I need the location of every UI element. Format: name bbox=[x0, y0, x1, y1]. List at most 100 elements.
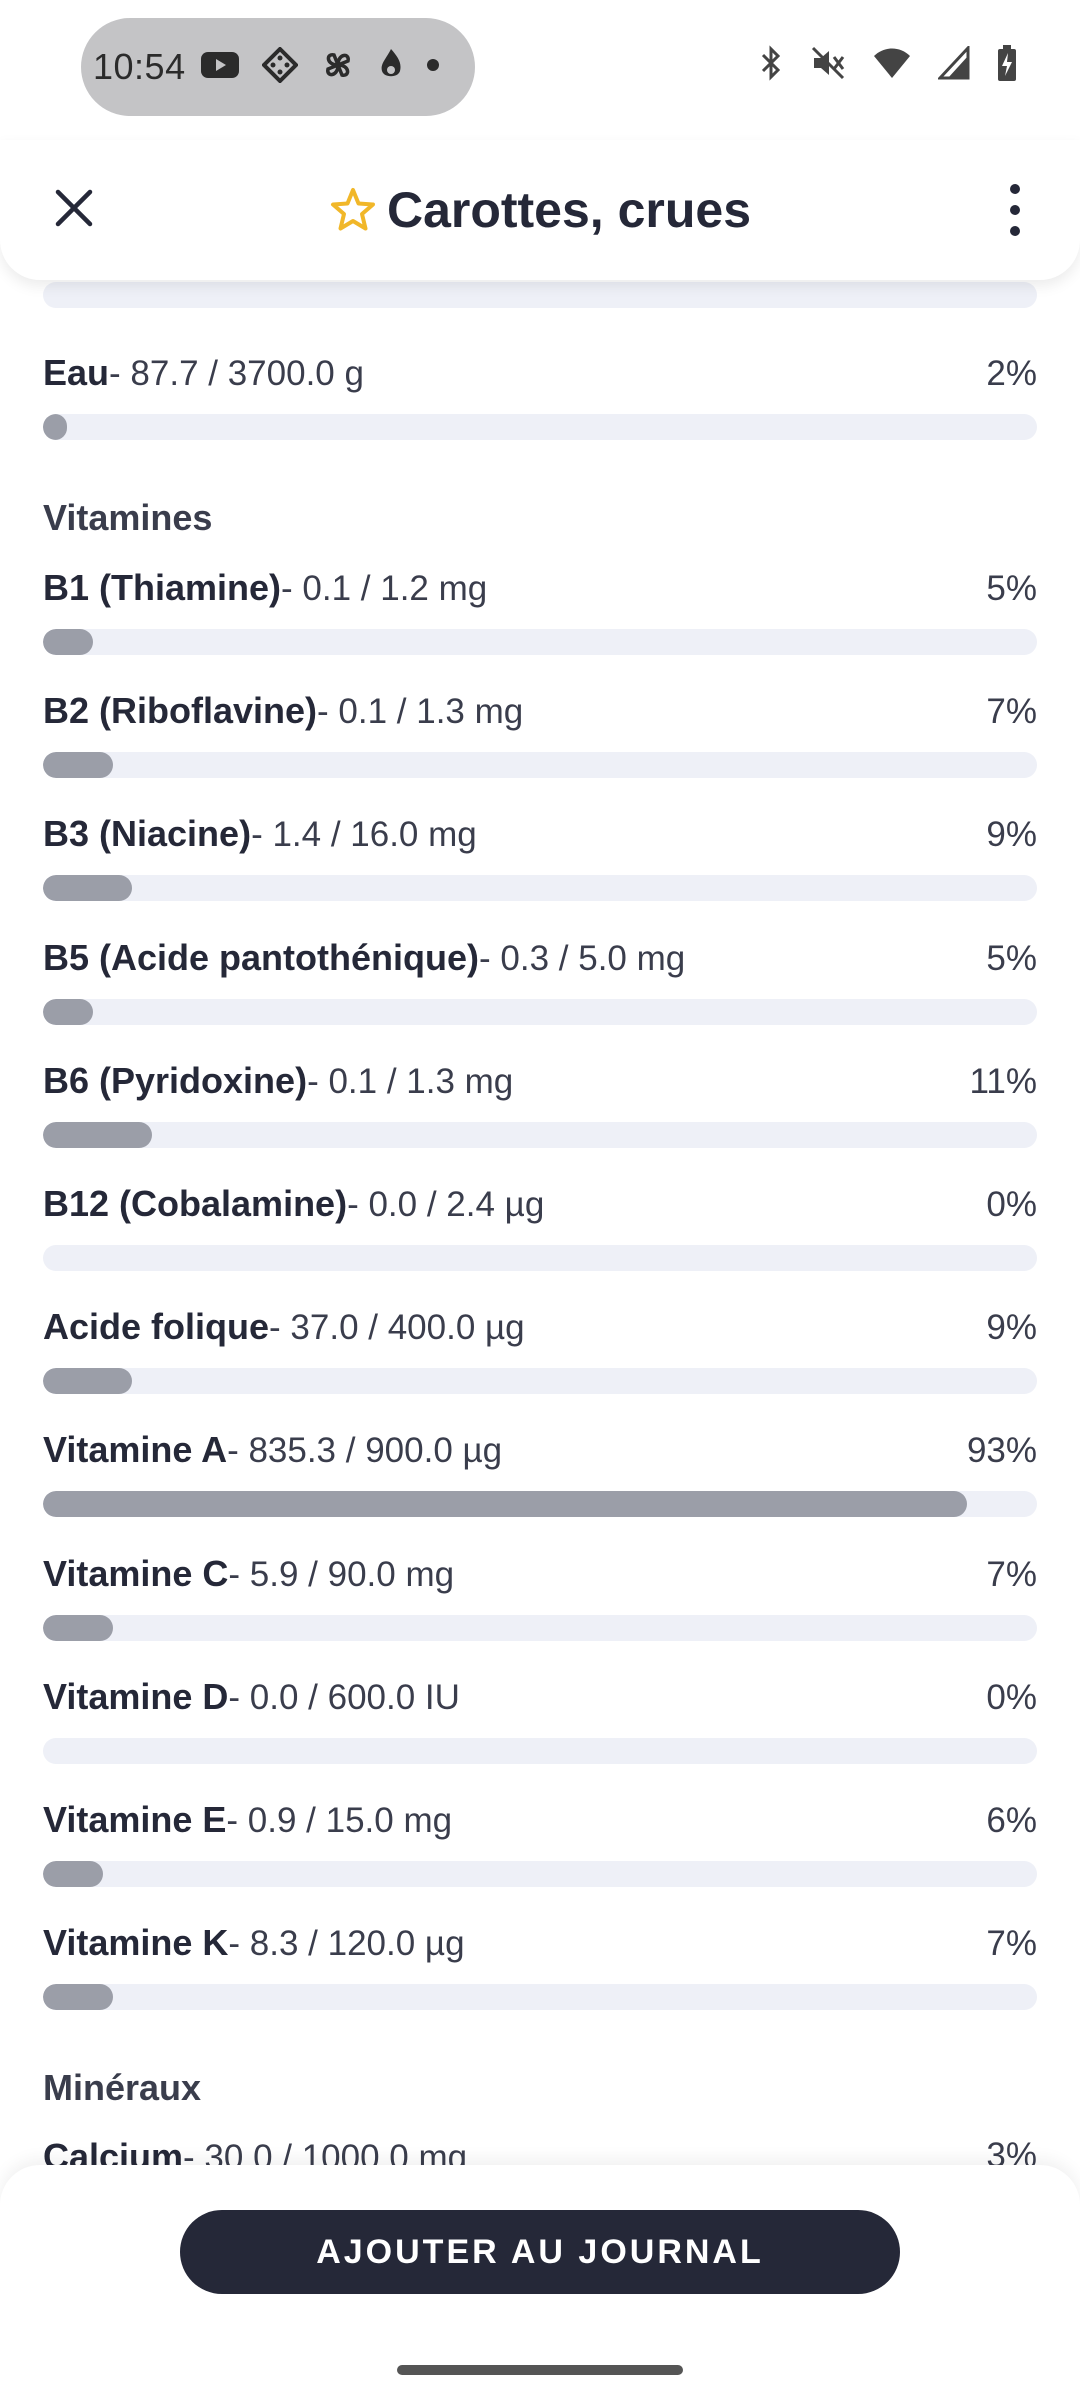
nutrient-detail: - 8.3 / 120.0 µg bbox=[228, 1924, 465, 1963]
nutrient-percent: 11% bbox=[969, 1062, 1037, 1101]
nutrient-label: B2 (Riboflavine)- 0.1 / 1.3 mg bbox=[43, 690, 523, 732]
nutrient-label: Acide folique- 37.0 / 400.0 µg bbox=[43, 1306, 525, 1348]
progress-fill bbox=[43, 1122, 153, 1148]
nutrient-row: Acide folique- 37.0 / 400.0 µg 9% bbox=[43, 1306, 1037, 1396]
battery-icon bbox=[996, 44, 1018, 87]
nutrient-label: B1 (Thiamine)- 0.1 / 1.2 mg bbox=[43, 567, 487, 609]
nutrient-row-header: B1 (Thiamine)- 0.1 / 1.2 mg 5% bbox=[43, 567, 1037, 619]
nutrient-row-header: Vitamine C- 5.9 / 90.0 mg 7% bbox=[43, 1553, 1037, 1605]
nutrient-detail: - 0.9 / 15.0 mg bbox=[226, 1801, 453, 1840]
nutrient-detail: - 87.7 / 3700.0 g bbox=[109, 354, 364, 393]
nutrient-row-header: B5 (Acide pantothénique)- 0.3 / 5.0 mg 5% bbox=[43, 937, 1037, 989]
progress-track bbox=[43, 629, 1037, 655]
progress-track bbox=[43, 1984, 1037, 2010]
nutrient-percent: 7% bbox=[986, 1924, 1037, 1963]
progress-fill bbox=[43, 1861, 103, 1887]
nutrient-detail: - 37.0 / 400.0 µg bbox=[269, 1308, 525, 1347]
nutrient-percent: 93% bbox=[966, 1431, 1037, 1470]
more-dot-icon bbox=[1010, 205, 1020, 215]
nutrient-row-header: Vitamine A- 835.3 / 900.0 µg 93% bbox=[43, 1429, 1037, 1481]
nutrient-label: Vitamine K- 8.3 / 120.0 µg bbox=[43, 1922, 465, 1964]
nutrient-percent: 6% bbox=[986, 1801, 1037, 1840]
more-dot-icon bbox=[1010, 226, 1020, 236]
nutrient-row-header: Vitamine E- 0.9 / 15.0 mg 6% bbox=[43, 1799, 1037, 1851]
nutrient-label: B5 (Acide pantothénique)- 0.3 / 5.0 mg bbox=[43, 937, 685, 979]
app-header: Carottes, crues bbox=[0, 140, 1080, 280]
progress-track bbox=[43, 1368, 1037, 1394]
nutrient-name: B3 (Niacine) bbox=[43, 813, 252, 854]
bluetooth-icon bbox=[758, 45, 784, 86]
page-title: Carottes, crues bbox=[386, 182, 752, 238]
pinwheel-icon bbox=[320, 47, 356, 88]
dot-icon bbox=[426, 58, 440, 77]
status-pill: 10:54 bbox=[81, 18, 475, 116]
nutrient-row: Vitamine C- 5.9 / 90.0 mg 7% bbox=[43, 1553, 1037, 1643]
signal-icon bbox=[936, 44, 970, 85]
progress-fill bbox=[43, 999, 93, 1025]
nutrient-label: B12 (Cobalamine)- 0.0 / 2.4 µg bbox=[43, 1183, 544, 1225]
nutrient-detail: - 0.3 / 5.0 mg bbox=[479, 939, 686, 978]
status-icons-left bbox=[200, 45, 440, 88]
nutrient-name: Vitamine A bbox=[43, 1429, 228, 1470]
nutrient-name: Vitamine K bbox=[43, 1922, 229, 1963]
progress-fill bbox=[43, 752, 113, 778]
nutrient-row-header: Vitamine K- 8.3 / 120.0 µg 7% bbox=[43, 1922, 1037, 1974]
progress-track bbox=[43, 752, 1037, 778]
nutrient-row: Eau- 87.7 / 3700.0 g 2% bbox=[43, 352, 1037, 442]
nutrient-row: B5 (Acide pantothénique)- 0.3 / 5.0 mg 5% bbox=[43, 937, 1037, 1027]
status-bar: 10:54 bbox=[0, 0, 1080, 140]
nutrient-row: B6 (Pyridoxine)- 0.1 / 1.3 mg 11% bbox=[43, 1060, 1037, 1150]
progress-track bbox=[43, 999, 1037, 1025]
bottom-action-sheet: AJOUTER AU JOURNAL bbox=[0, 2165, 1080, 2400]
nutrient-percent: 7% bbox=[986, 1555, 1037, 1594]
game-controller-icon bbox=[260, 45, 299, 88]
nutrient-row: Vitamine E- 0.9 / 15.0 mg 6% bbox=[43, 1799, 1037, 1889]
favorite-star-icon[interactable] bbox=[329, 186, 377, 234]
nutrient-name: Vitamine E bbox=[43, 1799, 227, 1840]
progress-fill bbox=[43, 1368, 133, 1394]
progress-fill bbox=[43, 1984, 113, 2010]
youtube-icon bbox=[200, 50, 240, 85]
nutrient-name: B6 (Pyridoxine) bbox=[43, 1060, 308, 1101]
section-title-vitamins: Vitamines bbox=[43, 497, 213, 538]
progress-track bbox=[43, 1122, 1037, 1148]
more-dot-icon bbox=[1010, 184, 1020, 194]
nutrient-row: B12 (Cobalamine)- 0.0 / 2.4 µg 0% bbox=[43, 1183, 1037, 1273]
nutrient-label: Vitamine E- 0.9 / 15.0 mg bbox=[43, 1799, 452, 1841]
nutrient-detail: - 0.1 / 1.3 mg bbox=[317, 692, 524, 731]
progress-track bbox=[43, 1861, 1037, 1887]
nutrient-percent: 0% bbox=[986, 1185, 1037, 1224]
add-to-journal-button[interactable]: AJOUTER AU JOURNAL bbox=[180, 2210, 900, 2294]
nutrient-percent: 9% bbox=[986, 1308, 1037, 1347]
close-button[interactable] bbox=[44, 178, 104, 238]
header-title-wrap: Carottes, crues bbox=[0, 170, 1080, 250]
progress-track bbox=[43, 1615, 1037, 1641]
nutrient-name: B1 (Thiamine) bbox=[43, 567, 282, 608]
nutrient-row-header: Eau- 87.7 / 3700.0 g 2% bbox=[43, 352, 1037, 404]
nutrient-percent: 0% bbox=[986, 1678, 1037, 1717]
progress-track-partial bbox=[43, 282, 1037, 308]
nutrient-row: B1 (Thiamine)- 0.1 / 1.2 mg 5% bbox=[43, 567, 1037, 657]
section-title-minerals: Minéraux bbox=[43, 2067, 202, 2108]
progress-track bbox=[43, 1738, 1037, 1764]
nutrient-label: B3 (Niacine)- 1.4 / 16.0 mg bbox=[43, 813, 477, 855]
nutrient-row-header: B2 (Riboflavine)- 0.1 / 1.3 mg 7% bbox=[43, 690, 1037, 742]
nutrient-row-header: B6 (Pyridoxine)- 0.1 / 1.3 mg 11% bbox=[43, 1060, 1037, 1112]
nutrient-name: Acide folique bbox=[43, 1306, 270, 1347]
nutrient-percent: 2% bbox=[986, 354, 1037, 393]
flame-icon bbox=[378, 47, 404, 88]
nutrient-name: Eau bbox=[43, 352, 110, 393]
nutrient-detail: - 835.3 / 900.0 µg bbox=[227, 1431, 503, 1470]
progress-fill bbox=[43, 414, 67, 440]
progress-track bbox=[43, 1491, 1037, 1517]
nutrient-row: Vitamine D- 0.0 / 600.0 IU 0% bbox=[43, 1676, 1037, 1766]
more-options-button[interactable] bbox=[990, 178, 1040, 242]
nutrient-detail: - 0.0 / 2.4 µg bbox=[347, 1185, 545, 1224]
nutrient-percent: 9% bbox=[986, 815, 1037, 854]
nutrient-label: Vitamine C- 5.9 / 90.0 mg bbox=[43, 1553, 454, 1595]
nutrient-detail: - 0.0 / 600.0 IU bbox=[228, 1678, 460, 1717]
nutrient-row: Vitamine A- 835.3 / 900.0 µg 93% bbox=[43, 1429, 1037, 1519]
nutrient-detail: - 5.9 / 90.0 mg bbox=[228, 1555, 455, 1594]
progress-fill bbox=[43, 1491, 968, 1517]
home-indicator[interactable] bbox=[397, 2365, 683, 2375]
